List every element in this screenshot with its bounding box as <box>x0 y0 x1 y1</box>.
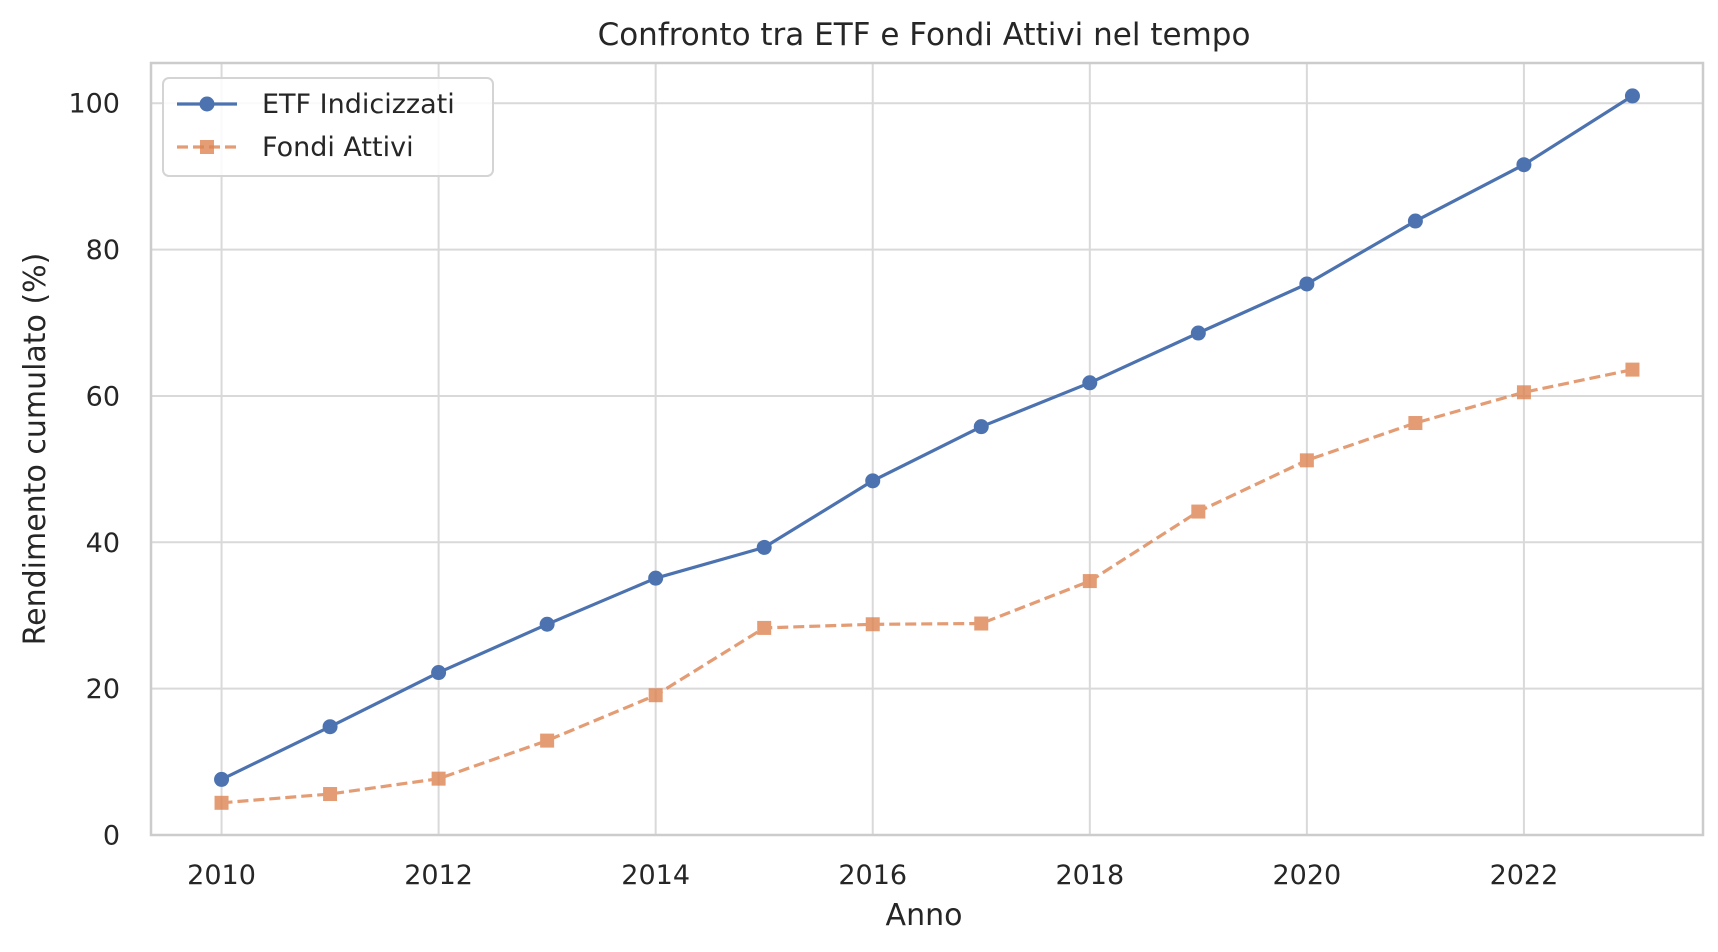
data-point <box>540 733 555 748</box>
x-tick-label: 2010 <box>187 860 256 891</box>
legend-box <box>162 77 494 177</box>
series-1 <box>214 362 1640 810</box>
y-axis-title: Rendimento cumulato (%) <box>18 253 53 646</box>
data-point <box>756 539 772 555</box>
data-point <box>1082 375 1098 391</box>
data-point <box>865 617 880 632</box>
data-point <box>1082 574 1097 589</box>
y-tick-label: 100 <box>68 89 120 120</box>
x-tick-label: 2016 <box>838 860 907 891</box>
data-point <box>648 570 664 586</box>
series-line-0 <box>220 94 1634 781</box>
data-point <box>973 419 989 435</box>
y-tick-label: 20 <box>86 674 120 705</box>
legend-entry-fondi: Fondi Attivi <box>177 132 414 163</box>
data-point <box>1190 325 1206 341</box>
plot-frame <box>149 61 1705 837</box>
data-point <box>648 688 663 703</box>
y-tick-label: 60 <box>86 381 120 412</box>
data-point <box>1516 385 1531 400</box>
data-point <box>431 665 447 681</box>
data-point <box>1625 362 1640 377</box>
data-point <box>865 473 881 489</box>
grid <box>151 63 1703 836</box>
y-tick-label: 0 <box>103 821 120 852</box>
chart-title: Confronto tra ETF e Fondi Attivi nel tem… <box>598 17 1251 53</box>
data-point <box>757 620 772 635</box>
legend: ETF Indicizzati Fondi Attivi <box>162 77 494 177</box>
data-point <box>1516 157 1532 173</box>
data-point <box>1407 213 1423 229</box>
data-point <box>1299 276 1315 292</box>
y-tick-label: 40 <box>86 528 120 559</box>
legend-marker-circle-icon <box>199 96 215 112</box>
legend-label-fondi: Fondi Attivi <box>262 132 414 163</box>
data-point <box>214 795 229 810</box>
x-tick-label: 2022 <box>1490 860 1559 891</box>
data-point <box>323 787 338 802</box>
x-tick-label: 2020 <box>1273 860 1342 891</box>
x-tick-label: 2012 <box>404 860 473 891</box>
data-point <box>1299 453 1314 468</box>
data-point <box>539 616 555 632</box>
data-point <box>1408 416 1423 431</box>
y-tick-label: 80 <box>86 235 120 266</box>
data-point <box>1191 504 1206 519</box>
data-point <box>974 616 989 631</box>
data-point <box>322 719 338 735</box>
series-line-1 <box>221 368 1633 805</box>
x-axis-ticks: 2010 2012 2014 2016 2018 2020 2022 <box>187 860 1558 891</box>
series-layer <box>214 88 1640 810</box>
data-point <box>214 771 230 787</box>
x-tick-label: 2018 <box>1055 860 1124 891</box>
x-axis-title: Anno <box>886 898 963 933</box>
legend-entry-etf: ETF Indicizzati <box>177 89 455 120</box>
legend-label-etf: ETF Indicizzati <box>262 89 455 120</box>
legend-marker-square-icon <box>200 140 214 154</box>
data-point <box>431 771 446 786</box>
x-tick-label: 2014 <box>621 860 690 891</box>
data-point <box>1624 88 1640 104</box>
y-axis-ticks: 0 20 40 60 80 100 <box>68 89 120 852</box>
series-0 <box>214 88 1640 787</box>
